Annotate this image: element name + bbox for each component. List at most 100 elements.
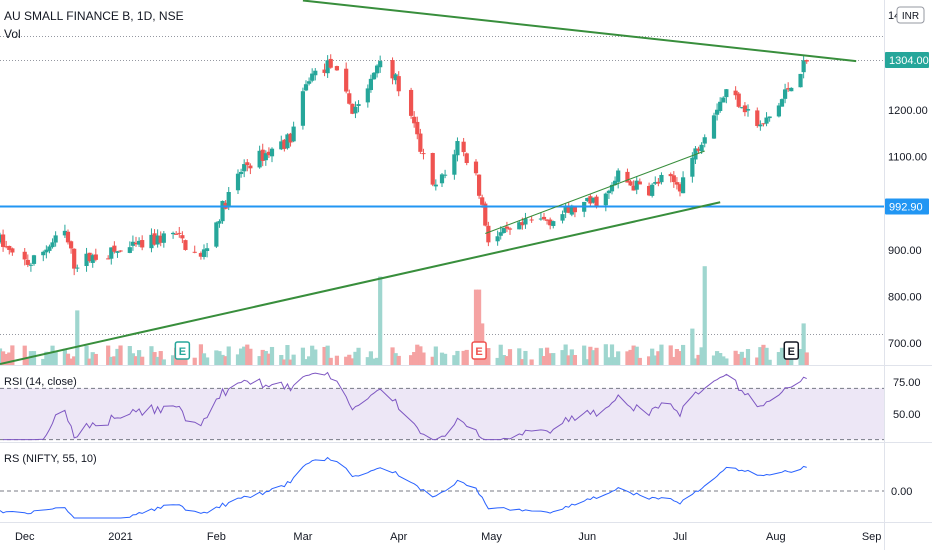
volume-bar [572, 355, 578, 365]
volume-bar [517, 348, 522, 365]
candle-body [204, 248, 210, 252]
candle-body [693, 148, 698, 160]
candle-body [724, 89, 729, 98]
candle-body [408, 89, 414, 116]
candle-body [300, 91, 306, 126]
volume-bar [501, 354, 506, 365]
volume-bar [62, 348, 68, 365]
volume-bar [659, 344, 664, 365]
volume-bar [285, 345, 290, 365]
currency-label[interactable]: INR [902, 11, 919, 22]
volume-bar [439, 352, 445, 365]
candle-body [486, 225, 491, 243]
candle-body [483, 203, 488, 226]
candle-body [461, 141, 466, 153]
volume-bar [569, 349, 574, 365]
volume-bar [606, 357, 612, 365]
currency-button[interactable]: INR [896, 6, 925, 24]
candle-body [242, 164, 247, 172]
candle-body [393, 74, 398, 81]
volume-bar [767, 359, 772, 365]
candle-body [353, 106, 358, 114]
volume-bar [248, 348, 253, 365]
volume-bar [130, 353, 136, 365]
price-label-box [885, 52, 929, 68]
volume-bar [4, 353, 9, 365]
volume-bar [65, 353, 71, 365]
candle-body [127, 247, 132, 253]
candle-body [174, 233, 179, 235]
candle-body [742, 105, 748, 113]
candle-body [755, 110, 760, 126]
candle-body [217, 221, 222, 224]
volume-bar [133, 356, 139, 365]
trendline [485, 150, 705, 234]
currency-button-frame[interactable] [896, 6, 925, 24]
candle-body [347, 93, 352, 104]
volume-bar [115, 348, 120, 365]
volume-bar [257, 356, 262, 365]
volume-bar [476, 289, 482, 365]
volume-bar [680, 344, 686, 365]
volume-bar [452, 355, 457, 365]
candle-body [591, 197, 596, 203]
candle-body [442, 174, 448, 176]
candle-body [603, 193, 608, 206]
x-tick-label: Aug [766, 531, 786, 543]
candle-body [291, 126, 296, 142]
volume-bar [560, 350, 565, 365]
candle-body [736, 93, 741, 107]
volume-bar [204, 357, 210, 365]
volume-bar [563, 344, 568, 365]
candle-body [288, 133, 293, 143]
volume-bar [269, 346, 275, 365]
candle-body [238, 171, 244, 175]
candle-body [31, 255, 37, 264]
volume-bar [53, 351, 58, 365]
volume-bar [127, 346, 132, 365]
volume-bar [634, 346, 639, 365]
volume-bar [671, 356, 676, 365]
volume-bar [201, 353, 207, 365]
volume-bar [699, 347, 704, 365]
candle-body [226, 191, 231, 208]
volume-bar [356, 347, 361, 365]
volume-bar [733, 350, 738, 365]
volume-bar [0, 351, 6, 365]
candle-body [566, 206, 571, 213]
volume-bar [418, 346, 423, 365]
volume-bar [393, 353, 398, 365]
candle-body [269, 148, 275, 157]
volume-bar [214, 350, 219, 365]
candle-body [87, 252, 92, 262]
volume-bar [612, 357, 618, 365]
candle-body [112, 245, 117, 252]
volume-bar [755, 357, 760, 365]
volume-bar [44, 351, 49, 365]
volume-bar [260, 349, 265, 365]
candle-body [75, 267, 80, 269]
volume-bar [736, 354, 741, 365]
volume-bar [798, 349, 803, 365]
candle-body [789, 87, 794, 92]
volume-bar [415, 344, 420, 365]
candle-body [739, 107, 744, 109]
volume-bar [498, 344, 503, 365]
candle-body [368, 78, 374, 91]
candle-body [507, 228, 513, 230]
rsi-tick-label: 50.00 [893, 409, 921, 421]
candle-body [634, 180, 639, 190]
volume-bar [41, 358, 46, 365]
candle-body [541, 216, 547, 220]
volume-bar [455, 350, 460, 365]
volume-bar [548, 353, 553, 365]
volume-bar [22, 345, 27, 365]
candle-body [263, 153, 268, 161]
candle-body [653, 182, 658, 184]
volume-bar [412, 352, 417, 365]
volume-bar [158, 351, 163, 365]
candle-body [464, 153, 469, 164]
candle-body [798, 73, 803, 88]
